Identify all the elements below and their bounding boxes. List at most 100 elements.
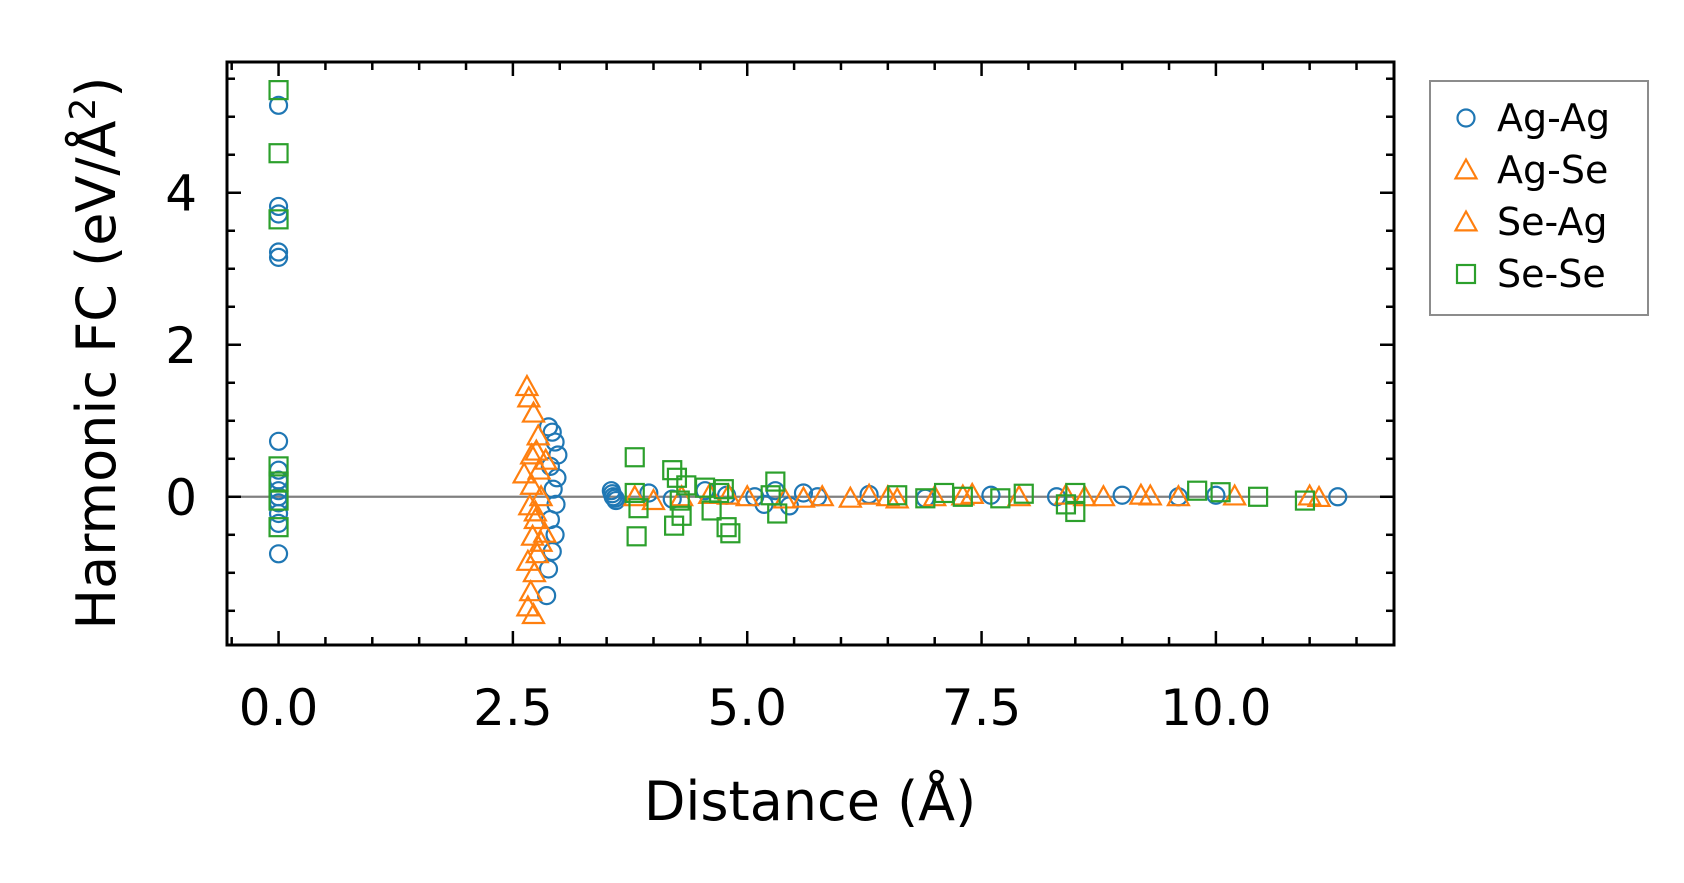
point-se-se — [628, 498, 649, 519]
ticks-layer — [227, 62, 1394, 645]
point-ag-ag — [538, 559, 559, 579]
point-ag-ag — [602, 484, 622, 504]
point-ag-se — [528, 484, 554, 507]
legend-marker-ag-se — [1453, 157, 1479, 180]
point-ag-ag — [268, 95, 289, 115]
point-ag-ag — [268, 544, 289, 564]
point-ag-ag — [543, 479, 563, 499]
point-ag-se — [521, 400, 546, 423]
point-se-se — [1294, 490, 1316, 511]
point-ag-se — [1166, 484, 1191, 507]
point-se-se — [716, 517, 737, 538]
point-se-se — [765, 471, 786, 492]
x-tick-label: 2.5 — [473, 679, 553, 737]
point-ag-se — [523, 506, 548, 530]
point-se-se — [720, 523, 741, 544]
point-ag-se — [514, 373, 540, 397]
point-ag-se — [532, 520, 558, 543]
y-tick-label: 4 — [165, 165, 197, 223]
point-se-se — [268, 456, 289, 477]
legend-label-se-se: Se-Se — [1497, 252, 1606, 296]
y-axis-label-superscript: 2 — [63, 98, 104, 121]
point-se-se — [1210, 482, 1231, 503]
point-se-se — [760, 485, 781, 506]
point-ag-se — [1297, 483, 1323, 506]
point-se-se — [626, 526, 647, 547]
point-se-se — [713, 479, 734, 500]
point-ag-ag — [268, 503, 289, 524]
y-tick-label: 0 — [165, 469, 197, 527]
point-se-ag — [523, 499, 548, 522]
point-se-ag — [515, 548, 541, 571]
point-ag-se — [516, 385, 542, 408]
y-axis-label-main: Harmonic FC (eV/Å — [64, 120, 128, 629]
x-tick-label: 7.5 — [942, 679, 1022, 737]
point-ag-ag — [268, 242, 289, 262]
point-ag-ag — [537, 585, 557, 606]
x-axis-label: Distance (Å) — [644, 769, 976, 833]
point-se-ag — [528, 529, 554, 552]
point-ag-ag — [605, 488, 625, 508]
point-se-se — [268, 209, 289, 230]
point-se-se — [624, 447, 645, 468]
legend-label-ag-se: Ag-Se — [1497, 148, 1608, 192]
point-ag-ag — [542, 422, 562, 442]
point-ag-ag — [1112, 485, 1132, 505]
point-ag-se — [517, 493, 543, 516]
point-ag-se — [669, 484, 694, 507]
point-ag-se — [884, 486, 910, 509]
point-ag-ag — [268, 196, 289, 217]
point-se-se — [990, 488, 1011, 509]
point-se-se — [268, 490, 289, 511]
point-se-se — [268, 80, 289, 101]
point-se-ag — [950, 483, 976, 506]
point-ag-ag — [793, 483, 814, 503]
legend: Ag-Ag Ag-Se Se-Ag Se-Se — [1429, 80, 1649, 316]
point-se-se — [887, 485, 908, 506]
point-ag-se — [837, 485, 863, 508]
legend-items: Ag-Ag Ag-Se Se-Ag Se-Se — [1453, 96, 1610, 296]
point-ag-se — [1091, 484, 1116, 507]
point-se-ag — [791, 485, 816, 508]
point-ag-se — [524, 541, 550, 564]
point-se-se — [1065, 482, 1086, 504]
legend-label-ag-ag: Ag-Ag — [1497, 96, 1610, 140]
x-tick-label: 0.0 — [239, 679, 319, 737]
point-se-se — [1187, 480, 1208, 501]
point-ag-se — [522, 560, 547, 583]
point-ag-ag — [1206, 485, 1226, 505]
point-se-se — [1247, 486, 1269, 507]
legend-marker-ag-ag — [1456, 108, 1476, 128]
point-ag-se — [809, 484, 835, 507]
plot-frame — [225, 60, 1396, 647]
x-tick-label: 5.0 — [707, 679, 787, 737]
legend-label-se-ag: Se-Ag — [1497, 200, 1608, 244]
point-se-ag — [519, 442, 545, 465]
point-se-se — [709, 482, 730, 504]
point-se-se — [268, 517, 289, 538]
point-se-se — [664, 515, 685, 536]
y-axis-label-close: ) — [65, 77, 128, 98]
point-ag-ag — [268, 431, 289, 451]
point-se-se — [952, 486, 973, 507]
point-se-ag — [525, 423, 551, 446]
y-axis-label: Harmonic FC (eV/Å2) — [63, 77, 128, 630]
point-se-se — [624, 482, 645, 504]
x-tick-label: 10.0 — [1160, 679, 1271, 737]
point-ag-se — [856, 482, 882, 505]
point-ag-se — [523, 438, 549, 461]
tick-labels: 0.0 2.5 5.0 7.5 10.0 0 2 4 — [165, 165, 1271, 737]
legend-marker-se-se — [1455, 263, 1477, 285]
point-ag-se — [734, 484, 760, 507]
legend-box — [1429, 80, 1649, 316]
point-se-ag — [511, 461, 537, 484]
legend-marker-se-ag — [1453, 209, 1479, 232]
point-se-se — [268, 143, 289, 164]
y-tick-label: 2 — [165, 317, 197, 375]
point-ag-se — [622, 484, 648, 507]
point-se-ag — [1137, 483, 1163, 506]
point-ag-ag — [1328, 487, 1348, 507]
point-ag-ag — [639, 483, 659, 503]
point-ag-se — [521, 601, 546, 625]
